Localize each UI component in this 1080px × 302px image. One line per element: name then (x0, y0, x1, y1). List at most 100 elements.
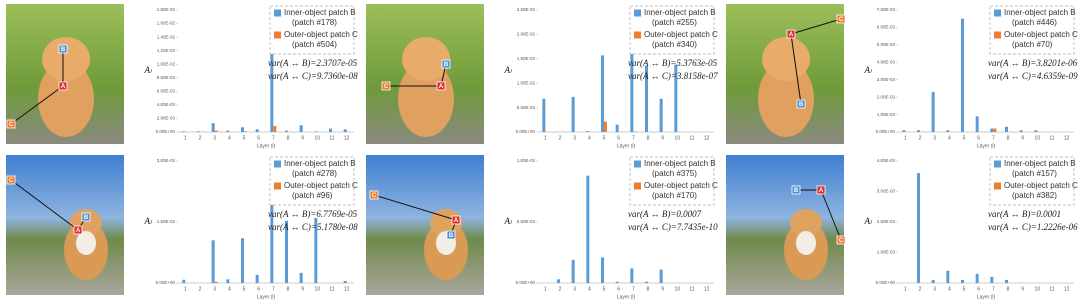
y-tick-label: 5.00E-03 (517, 219, 536, 224)
y-tick-label: 0.00E+00 (876, 129, 896, 134)
bar (1005, 126, 1008, 132)
legend-swatch (634, 182, 641, 190)
y-tick-label: 3.00E-02 (157, 158, 176, 163)
patch-label: C (384, 84, 389, 90)
bar (601, 257, 604, 283)
variance-annotation: var(A ↔ C)=1.2226e-06 (988, 222, 1078, 232)
x-tick-label: 12 (1064, 286, 1070, 292)
variance-annotation: var(A ↔ B)=3.8201e-06 (988, 58, 1078, 68)
bar (993, 128, 997, 132)
variance-annotation: var(A ↔ C)=9.7360e-08 (268, 71, 358, 81)
legend-swatch (634, 9, 641, 17)
x-tick-label: 4 (588, 135, 591, 141)
cat-body (758, 61, 814, 137)
x-tick-label: 3 (933, 286, 936, 292)
x-tick-label: 9 (301, 135, 304, 141)
legend-note: (patch #382) (1012, 191, 1057, 200)
patch-label: B (84, 215, 89, 221)
patch-marker (451, 215, 461, 225)
x-tick-label: 7 (272, 135, 275, 141)
legend-note: (patch #96) (292, 191, 333, 200)
y-tick-label: 1.60E-02 (157, 21, 176, 26)
legend-swatch (274, 31, 281, 39)
bar (571, 96, 575, 132)
link (10, 85, 64, 125)
photo: A B C (366, 155, 484, 295)
y-tick-label: 1.00E-02 (157, 61, 176, 66)
x-tick-label: 9 (301, 286, 304, 292)
variance-annotation: var(A ↔ B)=2.3707e-05 (268, 58, 358, 68)
x-tick-label: 12 (344, 135, 350, 141)
y-tick-label: 8.00E-03 (157, 75, 176, 80)
legend-box (629, 5, 715, 55)
legend-swatch (994, 182, 1001, 190)
y-axis-label: Aₗ (864, 216, 873, 226)
x-tick-label: 1 (184, 286, 187, 292)
x-tick-label: 4 (228, 286, 231, 292)
patch-label: A (439, 84, 444, 90)
y-axis-label: Aₗ (504, 65, 513, 75)
patch-label: A (454, 218, 459, 224)
legend-swatch (274, 9, 281, 17)
patch-marker (73, 225, 83, 235)
bar (226, 130, 230, 132)
legend-swatch (994, 160, 1001, 168)
patch-marker (441, 59, 451, 69)
cat-body (398, 61, 454, 137)
x-tick-label: 6 (977, 135, 980, 141)
x-tick-label: 11 (329, 135, 334, 141)
variance-annotation: var(A ↔ C)=7.7435e-10 (628, 222, 718, 232)
y-tick-label: 2.00E-02 (517, 32, 536, 37)
cat-head (402, 37, 450, 81)
y-tick-label: 4.00E-03 (877, 158, 896, 163)
bar (329, 128, 332, 132)
legend-label: Outer-object patch C (1004, 30, 1078, 39)
link (790, 18, 842, 35)
x-tick-label: 4 (588, 286, 591, 292)
x-tick-label: 8 (647, 286, 650, 292)
bar (214, 130, 218, 132)
variance-annotation: var(A ↔ B)=0.0007 (628, 209, 702, 219)
bar (645, 281, 648, 283)
x-tick-label: 10 (675, 286, 681, 292)
link (373, 194, 457, 221)
y-axis-label: Aₗ (144, 216, 153, 226)
patch-marker (81, 212, 91, 222)
legend-swatch (274, 160, 281, 168)
y-tick-label: 4.00E-03 (877, 59, 896, 64)
bar (285, 220, 288, 283)
y-tick-label: 3.00E-03 (877, 189, 896, 194)
legend-swatch (994, 9, 1001, 17)
y-tick-label: 2.00E-03 (877, 94, 896, 99)
x-tick-label: 4 (948, 286, 951, 292)
bar (604, 121, 607, 132)
link (790, 33, 802, 105)
legend-swatch (634, 31, 641, 39)
variance-annotation: var(A ↔ C)=4.6359e-09 (988, 71, 1078, 81)
patch-label: A (76, 228, 81, 234)
bar (946, 270, 950, 283)
x-tick-label: 1 (184, 135, 187, 141)
legend-box (269, 156, 355, 206)
bar (299, 125, 303, 132)
x-tick-label: 9 (1021, 135, 1024, 141)
legend-label: Inner-object patch B (644, 8, 716, 17)
x-tick-label: 11 (689, 286, 694, 292)
x-tick-label: 11 (329, 286, 334, 292)
x-tick-label: 8 (287, 135, 290, 141)
bar (630, 27, 634, 132)
patch-label: C (839, 238, 844, 244)
x-tick-label: 12 (704, 286, 710, 292)
legend-note: (patch #340) (652, 40, 697, 49)
legend-note: (patch #446) (1012, 18, 1057, 27)
x-tick-label: 8 (647, 135, 650, 141)
y-tick-label: 5.00E-03 (517, 105, 536, 110)
bar (659, 269, 663, 283)
patch-marker (436, 81, 446, 91)
x-tick-label: 6 (977, 286, 980, 292)
legend-note: (patch #255) (652, 18, 697, 27)
patch-marker (6, 119, 16, 129)
y-tick-label: 0.00E+00 (516, 129, 536, 134)
patch-marker (446, 230, 456, 240)
